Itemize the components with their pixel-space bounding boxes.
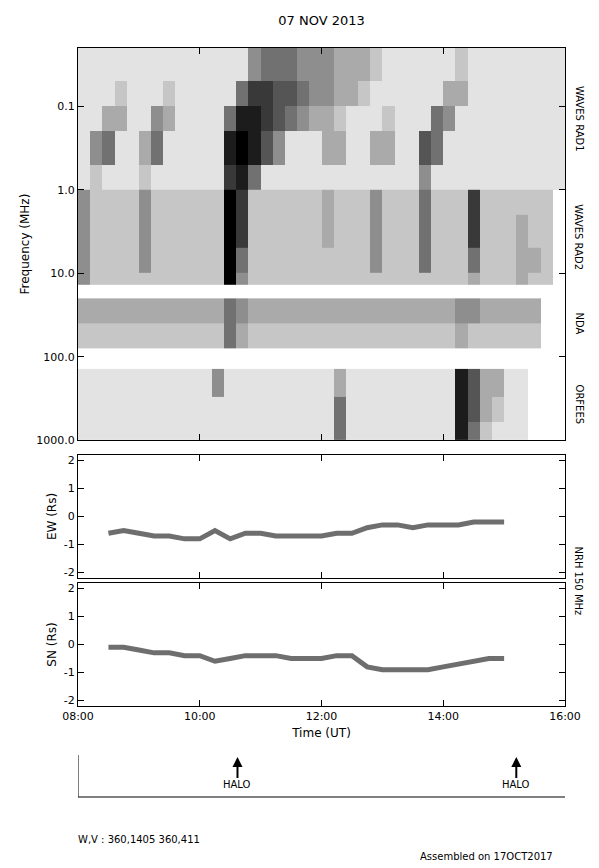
svg-text:0: 0: [68, 638, 75, 651]
svg-text:0.1: 0.1: [57, 100, 75, 113]
svg-text:10:00: 10:00: [184, 710, 216, 723]
svg-text:10.0: 10.0: [50, 267, 75, 280]
svg-text:HALO: HALO: [223, 779, 251, 790]
svg-text:08:00: 08:00: [62, 710, 94, 723]
svg-text:EW (Rs): EW (Rs): [45, 493, 59, 540]
svg-text:0: 0: [68, 510, 75, 523]
svg-text:-2: -2: [64, 566, 75, 579]
svg-text:1: 1: [68, 610, 75, 623]
svg-text:ORFEES: ORFEES: [574, 385, 585, 425]
svg-text:NRH 150 MHz: NRH 150 MHz: [573, 546, 584, 615]
svg-text:-2: -2: [64, 694, 75, 707]
svg-text:WAVES RAD2: WAVES RAD2: [573, 204, 584, 270]
svg-text:Assembled on 17OCT2017: Assembled on 17OCT2017: [420, 851, 553, 862]
svg-text:16:00: 16:00: [549, 710, 581, 723]
svg-text:12:00: 12:00: [306, 710, 338, 723]
svg-text:HALO: HALO: [502, 779, 530, 790]
svg-text:NDA: NDA: [574, 313, 585, 335]
svg-text:1000.0: 1000.0: [36, 434, 75, 447]
svg-text:100.0: 100.0: [43, 351, 75, 364]
svg-text:WAVES RAD1: WAVES RAD1: [574, 86, 585, 152]
svg-text:W,V : 360,1405 360,411: W,V : 360,1405 360,411: [78, 834, 200, 845]
svg-text:Time (UT): Time (UT): [291, 726, 351, 740]
svg-text:07 NOV 2013: 07 NOV 2013: [278, 13, 365, 28]
svg-text:1.0: 1.0: [57, 184, 75, 197]
svg-text:14:00: 14:00: [427, 710, 459, 723]
svg-text:-1: -1: [64, 538, 75, 551]
svg-text:Frequency (MHz): Frequency (MHz): [18, 194, 32, 295]
svg-text:-1: -1: [64, 666, 75, 679]
svg-text:1: 1: [68, 482, 75, 495]
svg-text:2: 2: [68, 582, 75, 595]
svg-text:2: 2: [68, 454, 75, 467]
svg-text:SN (Rs): SN (Rs): [45, 622, 59, 666]
